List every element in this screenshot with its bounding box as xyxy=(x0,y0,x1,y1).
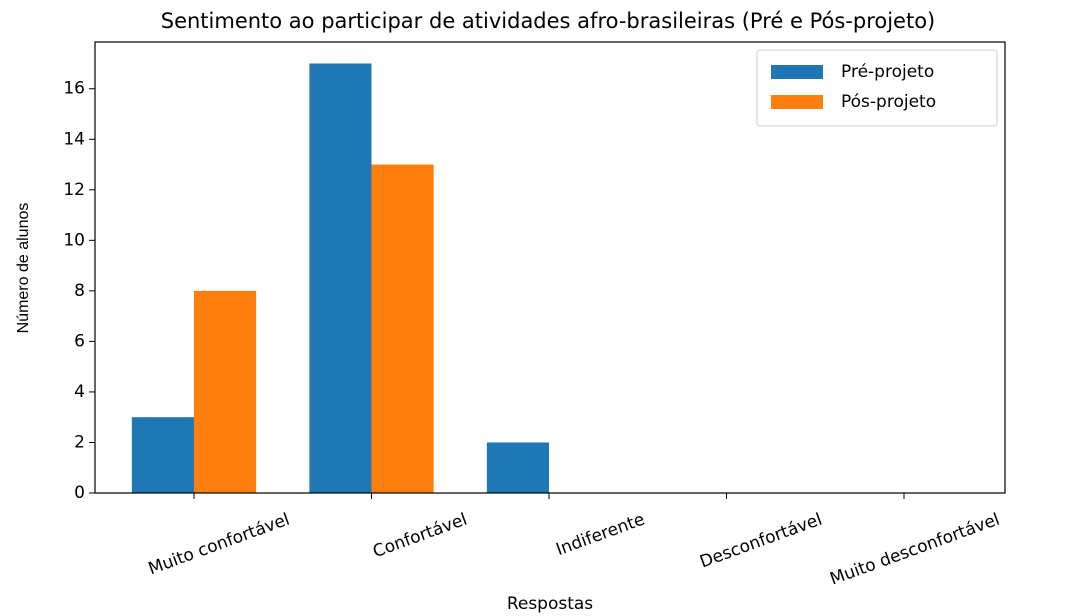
y-tick-label: 2 xyxy=(74,432,85,452)
y-tick-label: 14 xyxy=(63,129,85,149)
legend-swatch xyxy=(771,65,823,79)
y-tick-label: 8 xyxy=(74,281,85,301)
x-tick-label: Indiferente xyxy=(553,510,647,561)
y-tick-label: 6 xyxy=(74,331,85,351)
x-axis-label: Respostas xyxy=(507,594,593,614)
bar xyxy=(371,164,434,493)
y-tick-label: 16 xyxy=(63,79,85,99)
chart-title: Sentimento ao participar de atividades a… xyxy=(161,9,936,33)
y-axis-label: Número de alunos xyxy=(15,203,32,334)
x-tick-label: Muito confortável xyxy=(146,510,293,580)
axes-frame xyxy=(94,41,1006,494)
x-tick-label: Muito desconfortável xyxy=(827,510,1002,590)
y-tick-label: 0 xyxy=(74,483,85,503)
bar xyxy=(131,417,194,493)
bar xyxy=(486,442,549,493)
bar xyxy=(309,63,372,493)
legend-label: Pré-projeto xyxy=(841,62,934,82)
legend-label: Pós-projeto xyxy=(841,92,936,112)
x-tick-label: Desconfortável xyxy=(697,510,825,573)
bar xyxy=(194,290,257,493)
y-tick-label: 12 xyxy=(63,180,85,200)
x-tick-label: Confortável xyxy=(370,510,470,563)
legend-swatch xyxy=(771,95,823,109)
y-tick-label: 10 xyxy=(63,230,85,250)
y-tick-label: 4 xyxy=(74,382,85,402)
